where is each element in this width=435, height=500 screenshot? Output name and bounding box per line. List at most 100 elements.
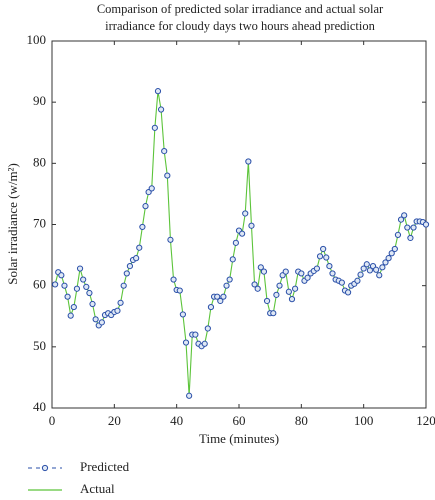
data-point: [391, 245, 398, 253]
data-point: [298, 270, 305, 277]
data-point: [404, 224, 411, 231]
data-point: [239, 230, 246, 237]
x-tick-label: 20: [108, 413, 121, 428]
data-point: [220, 293, 227, 300]
data-point: [366, 267, 373, 274]
y-tick-label: 40: [33, 399, 46, 414]
data-point: [98, 319, 105, 326]
data-point: [401, 212, 408, 219]
x-tick-label: 120: [416, 413, 435, 428]
data-point: [92, 316, 99, 323]
data-point: [148, 185, 155, 192]
data-point: [64, 293, 71, 300]
data-point: [388, 250, 395, 257]
data-point: [385, 255, 392, 262]
data-point: [316, 253, 324, 260]
y-tick-label: 60: [33, 277, 46, 292]
x-tick-label: 100: [354, 413, 374, 428]
data-point: [214, 293, 221, 300]
data-point: [142, 203, 149, 210]
data-point: [179, 311, 186, 318]
data-point: [407, 234, 414, 242]
data-point: [126, 262, 134, 270]
legend-swatch: [41, 464, 49, 472]
data-point: [282, 268, 289, 275]
data-point: [52, 281, 59, 288]
data-point: [320, 245, 327, 253]
data-point: [422, 221, 430, 228]
x-tick-label: 40: [170, 413, 183, 428]
series-line: [54, 91, 427, 396]
data-point: [226, 276, 233, 283]
data-point: [186, 392, 193, 399]
data-point: [207, 303, 215, 311]
y-tick-label: 50: [33, 338, 46, 353]
data-point: [373, 266, 380, 273]
data-point: [285, 288, 292, 295]
x-tick-label: 0: [49, 413, 56, 428]
data-point: [136, 244, 143, 251]
data-point: [157, 106, 165, 113]
data-point: [360, 265, 367, 272]
legend-label: Predicted: [80, 459, 130, 474]
data-point: [151, 124, 158, 131]
y-axis-label: Solar irradiance (w/m²): [5, 163, 20, 285]
data-point: [61, 282, 68, 289]
chart-title: Comparison of predicted solar irradiance…: [97, 2, 384, 16]
data-point: [161, 148, 168, 155]
data-point: [344, 289, 352, 296]
y-tick-label: 70: [33, 215, 46, 230]
data-point: [114, 307, 121, 314]
data-point: [329, 270, 336, 277]
data-point: [182, 339, 190, 346]
data-point: [76, 265, 84, 272]
y-tick-label: 80: [33, 154, 46, 169]
data-point: [229, 256, 236, 263]
data-point: [338, 279, 345, 286]
x-axis-label: Time (minutes): [199, 431, 279, 446]
x-tick-label: 80: [295, 413, 308, 428]
data-point: [376, 272, 383, 279]
data-point: [67, 312, 74, 319]
data-point: [397, 216, 405, 223]
data-point: [248, 222, 255, 229]
data-point: [382, 259, 389, 266]
data-point: [245, 158, 252, 165]
data-point: [73, 285, 81, 292]
data-point: [410, 224, 417, 231]
data-point: [201, 340, 208, 347]
data-point: [120, 282, 127, 289]
data-point: [323, 254, 330, 261]
x-tick-label: 60: [233, 413, 246, 428]
data-point: [242, 210, 249, 217]
data-point: [139, 223, 146, 231]
data-point: [58, 272, 65, 279]
data-point: [164, 172, 171, 179]
data-point: [204, 325, 211, 332]
data-point: [304, 274, 311, 281]
data-point: [313, 265, 321, 272]
data-point: [357, 271, 364, 278]
data-point: [117, 299, 124, 306]
data-point: [270, 310, 277, 317]
y-tick-label: 100: [27, 32, 47, 47]
plot-frame: [51, 40, 427, 409]
data-point: [70, 303, 77, 311]
legend-label: Actual: [80, 481, 115, 496]
data-point: [394, 231, 402, 238]
data-point: [192, 331, 199, 338]
data-point: [273, 291, 280, 298]
data-point: [154, 88, 162, 95]
data-point: [80, 276, 87, 283]
data-point: [83, 283, 90, 290]
data-point: [288, 296, 296, 303]
chart-title: irradiance for cloudy days two hours ahe…: [105, 19, 375, 33]
data-point: [167, 236, 174, 243]
data-point: [123, 270, 130, 277]
data-point: [260, 268, 268, 275]
y-tick-label: 90: [33, 93, 46, 108]
data-point: [232, 239, 239, 246]
data-point: [133, 255, 140, 262]
data-point: [257, 264, 264, 271]
